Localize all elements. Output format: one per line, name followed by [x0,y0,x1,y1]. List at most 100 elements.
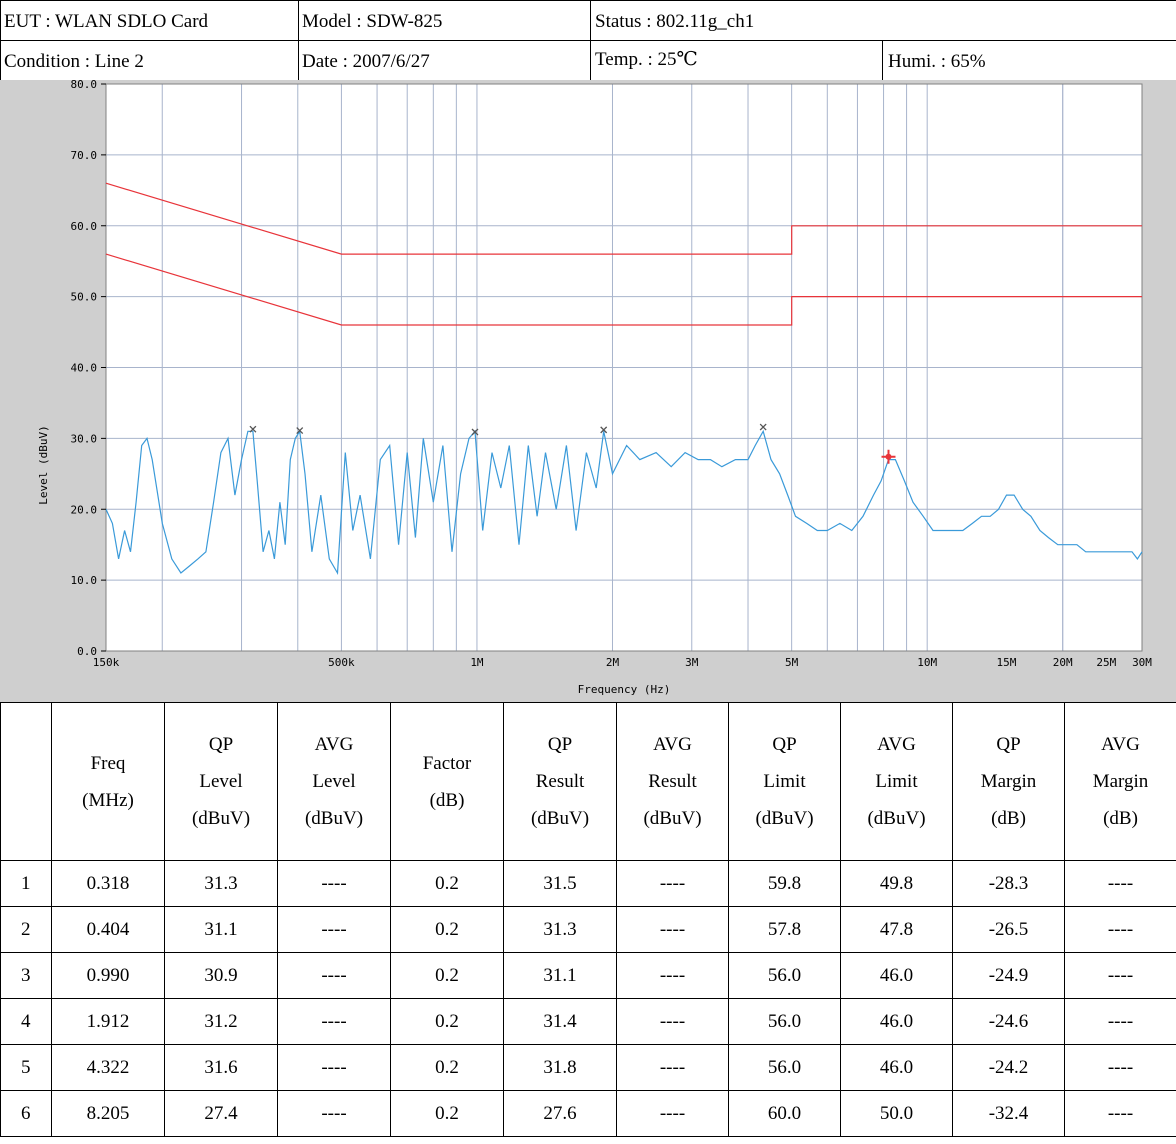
y-tick-label: 60.0 [71,220,98,233]
table-cell: 0.2 [390,1090,504,1137]
table-cell: 56.0 [728,952,841,999]
table-cell: 31.6 [164,1044,278,1091]
status-label: Status : 802.11g_ch1 [595,11,755,32]
table-cell: -24.9 [952,952,1065,999]
x-tick-label: 2M [606,656,620,669]
y-tick-label: 20.0 [71,503,98,516]
column-header-line: AVG [653,734,692,755]
table-cell: ---- [277,998,391,1045]
table-header-row: Freq (MHz) QP Level (dBuV) AVG Level (dBuV) Fact… [0,702,1176,861]
column-header-line: (dBuV) [530,808,590,829]
table-cell: -28.3 [952,860,1065,907]
table-cell: -24.2 [952,1044,1065,1091]
x-tick-label: 15M [997,656,1017,669]
table-cell: 0.990 [51,952,165,999]
humidity-label: Humi. : 65% [888,51,986,72]
x-tick-label: 25M [1096,656,1116,669]
column-header-line: Result [648,771,697,792]
column-header-line: Level [199,771,243,792]
header-mid-border [0,40,1176,41]
column-header-line: Margin [980,771,1037,792]
column-header-line: QP [772,734,797,755]
table-row: 2 0.404 31.1 ---- 0.2 31.3 ---- 57.8 47.8 -26.5 --… [0,906,1176,953]
grid-lines [105,83,1143,652]
column-header-line: (dB) [991,808,1026,829]
x-tick-label: 150k [93,656,120,669]
table-cell: 59.8 [728,860,841,907]
table-cell: 56.0 [728,998,841,1045]
row-index: 5 [0,1044,52,1091]
table-cell: 31.4 [503,998,617,1045]
x-tick-label: 3M [685,656,699,669]
column-header: Freq (MHz) [51,702,165,861]
emission-chart-svg: 0.0 10.0 20.0 30.0 40.0 50.0 60.0 70.0 80.0 150k 5… [37,78,1152,696]
column-header: QP Margin (dB) [952,702,1065,861]
table-cell: 27.4 [164,1090,278,1137]
column-header-line: Limit [875,771,918,792]
column-header-line: AVG [877,734,916,755]
table-cell: 46.0 [840,1044,953,1091]
x-tick-label: 20M [1053,656,1073,669]
y-tick-label: 40.0 [71,362,98,375]
table-cell: 31.3 [164,860,278,907]
table-cell: ---- [277,906,391,953]
limit-line [105,182,1142,255]
table-cell: ---- [1064,952,1176,999]
table-cell: 0.2 [390,952,504,999]
table-cell: 57.8 [728,906,841,953]
x-tick-label: 30M [1132,656,1152,669]
table-cell: ---- [1064,998,1176,1045]
x-tick-label: 1M [470,656,484,669]
header-left-border [0,0,1,80]
column-header-line: (dBuV) [643,808,702,829]
column-header: QP Limit (dBuV) [728,702,841,861]
peak-marker [249,425,257,433]
table-cell: 0.2 [390,906,504,953]
table-cell: 0.2 [390,1044,504,1091]
peak-markers [249,423,896,464]
x-axis-title: Frequency (Hz) [578,683,671,696]
table-cell: -26.5 [952,906,1065,953]
table-cell: 60.0 [728,1090,841,1137]
temp-label: Temp. : 25℃ [595,49,698,70]
table-cell: ---- [277,952,391,999]
row-index: 3 [0,952,52,999]
column-header-line: Freq [90,752,126,774]
model-label: Model : SDW-825 [302,11,443,32]
y-tick-label: 70.0 [71,149,98,162]
table-cell: 47.8 [840,906,953,953]
y-tick-label: 50.0 [71,291,98,304]
peak-marker-dot [885,453,892,460]
x-tick-label: 500k [328,656,355,669]
x-tick-label: 5M [785,656,799,669]
table-cell: 50.0 [840,1090,953,1137]
row-index: 1 [0,860,52,907]
header-divider [298,0,299,80]
table-cell: 49.8 [840,860,953,907]
table-cell: ---- [1064,1090,1176,1137]
y-tick-label: 0.0 [77,645,97,658]
y-tick-label: 10.0 [71,574,98,587]
column-header-line: (dBuV) [755,808,814,829]
column-header-line: (dBuV) [191,808,251,829]
column-header-line: (dBuV) [304,808,364,829]
date-label: Date : 2007/6/27 [302,51,430,72]
table-cell: ---- [616,860,729,907]
table-row: 4 1.912 31.2 ---- 0.2 31.4 ---- 56.0 46.0 -24.6 --… [0,998,1176,1045]
table-cell: ---- [616,952,729,999]
y-axis-title: Level (dBuV) [37,425,50,504]
row-index: 6 [0,1090,52,1137]
table-cell: ---- [616,906,729,953]
column-header-line: Limit [763,771,806,792]
header-divider [882,40,883,80]
column-header-line: QP [996,734,1021,755]
table-cell: 31.2 [164,998,278,1045]
table-cell: 4.322 [51,1044,165,1091]
peak-marker [759,423,767,431]
table-cell: 27.6 [503,1090,617,1137]
column-header: AVG Level (dBuV) [277,702,391,861]
table-row: 6 8.205 27.4 ---- 0.2 27.6 ---- 60.0 50.0 -32.4 --… [0,1090,1176,1137]
eut-label: EUT : WLAN SDLO Card [4,11,209,32]
table-cell: ---- [277,860,391,907]
column-header-line: QP [547,734,573,755]
